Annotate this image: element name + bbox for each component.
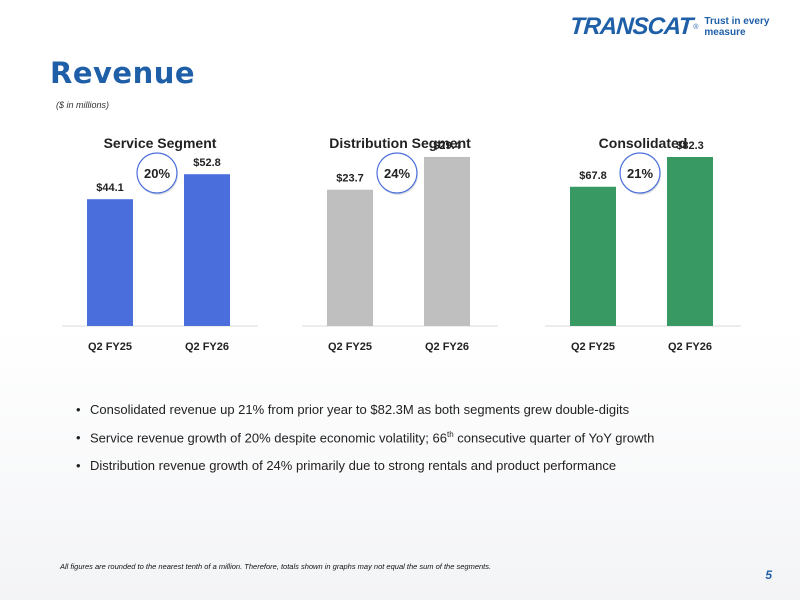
x-tick-label: Q2 FY26 [185,341,229,353]
bullet-text-part: Service revenue growth of 20% despite ec… [90,430,447,446]
chart-title: Distribution Segment [329,135,471,151]
growth-badge-label: 24% [384,166,410,181]
bullet-text: Distribution revenue growth of 24% prima… [90,458,617,474]
logo-registered-mark: ® [693,23,699,31]
units-note: ($ in millions) [56,100,110,110]
revenue-charts: Service Segment $44.1 Q2 FY25 $52.8 Q2 FY26 2… [62,135,741,353]
bullet-list: Consolidated revenue up 21% from prior y… [76,402,654,486]
bar-value-label: $44.1 [96,182,124,194]
growth-badge [619,152,661,194]
chart-title: Service Segment [104,135,217,151]
bar [667,156,713,326]
growth-badge-label: 20% [144,166,170,181]
logo-tagline: Trust in every measure [704,16,770,38]
bullet-item: Distribution revenue growth of 24% prima… [76,458,654,473]
bar [327,189,373,326]
transcat-logo: TRANSCAT ® Trust in every measure [569,13,800,40]
x-tick-label: Q2 FY26 [425,341,469,353]
bar [424,156,470,326]
bullet-item: Service revenue growth of 20% despite ec… [76,430,654,445]
growth-badge [376,152,418,194]
bar-value-label: $67.8 [579,170,607,182]
bar [570,186,616,326]
x-tick-label: Q2 FY25 [328,341,372,353]
x-tick-label: Q2 FY26 [668,341,712,353]
bar-value-label: $52.8 [193,157,221,169]
bar-value-label: $82.3 [676,140,704,152]
bar [87,199,133,326]
growth-badge-label: 21% [627,166,653,181]
slide-title: Revenue [50,56,196,90]
x-tick-label: Q2 FY25 [571,341,615,353]
bar-value-label: $23.7 [336,173,364,185]
chart-title: Consolidated [599,135,688,151]
bullet-item: Consolidated revenue up 21% from prior y… [76,402,654,417]
growth-badge [136,152,178,194]
bullet-text: Consolidated revenue up 21% from prior y… [90,402,630,417]
footnote: All figures are rounded to the nearest t… [60,562,492,571]
bar-value-label: $29.4 [433,140,461,152]
bullet-text-part: consecutive quarter of YoY growth [453,430,655,446]
bar [184,174,230,326]
bullet-superscript: th [446,430,454,439]
page-number: 5 [765,568,772,582]
x-tick-label: Q2 FY25 [88,341,132,353]
